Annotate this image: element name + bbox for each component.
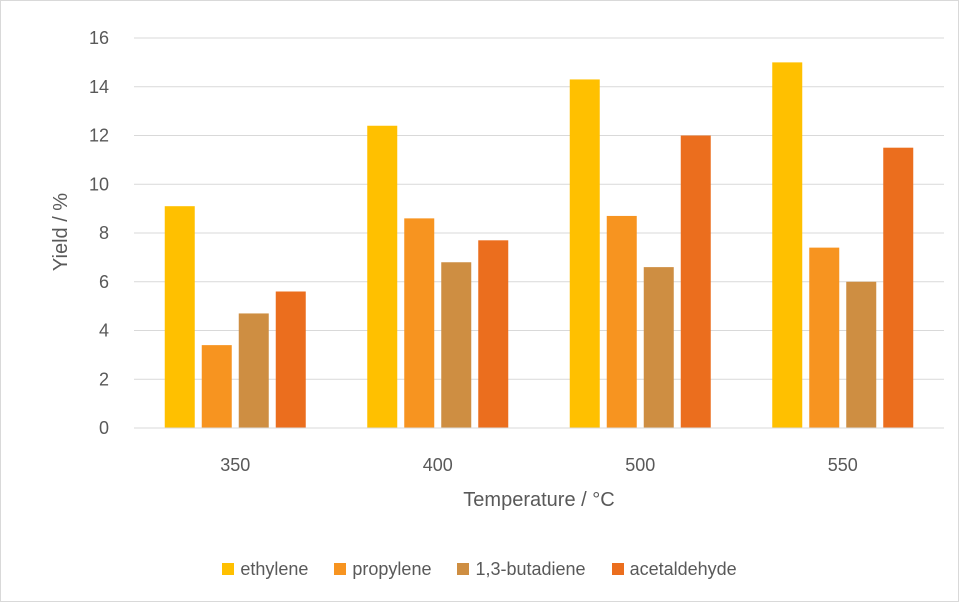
bar-acetaldehyde-550 <box>883 147 914 428</box>
y-tick-label: 14 <box>89 77 109 97</box>
bar-1-3-butadiene-400 <box>441 262 472 428</box>
bars <box>164 62 914 428</box>
bar-ethylene-400 <box>367 125 398 428</box>
legend-item: acetaldehyde <box>611 558 737 580</box>
legend-swatch <box>611 563 624 575</box>
x-tick-label: 500 <box>625 455 655 475</box>
bar-acetaldehyde-500 <box>680 135 711 428</box>
bar-acetaldehyde-350 <box>275 291 306 428</box>
y-tick-label: 10 <box>89 174 109 194</box>
bar-propylene-350 <box>201 345 232 428</box>
legend-item: 1,3-butadiene <box>457 558 586 580</box>
legend-label: ethylene <box>240 558 309 579</box>
y-tick-label: 12 <box>89 126 109 146</box>
y-axis-title: Yield / % <box>50 193 72 271</box>
legend-label: acetaldehyde <box>629 558 737 579</box>
bar-acetaldehyde-400 <box>478 240 509 428</box>
bar-1-3-butadiene-500 <box>643 267 674 428</box>
y-tick-label: 0 <box>99 418 109 438</box>
y-tick-label: 16 <box>89 28 109 48</box>
bar-ethylene-550 <box>772 62 803 428</box>
legend-item: propylene <box>334 559 431 580</box>
bar-1-3-butadiene-350 <box>238 313 269 428</box>
legend-swatch <box>457 563 470 575</box>
legend-swatch <box>334 563 347 575</box>
bar-propylene-550 <box>809 247 840 428</box>
x-tick-label: 550 <box>828 455 858 475</box>
legend-label: 1,3-butadiene <box>475 558 586 579</box>
gridlines <box>134 37 944 380</box>
x-axis-title: Temperature / °C <box>463 489 614 511</box>
legend-swatch <box>222 563 235 575</box>
y-tick-label: 4 <box>99 321 109 341</box>
x-tick-label: 400 <box>423 455 453 475</box>
y-axis-ticks: 0 2 4 6 8 10 12 14 16 <box>89 28 109 438</box>
bar-1-3-butadiene-550 <box>846 281 877 428</box>
legend-item: ethylene <box>222 559 308 580</box>
bar-ethylene-500 <box>569 79 600 428</box>
x-tick-label: 350 <box>220 455 250 475</box>
bar-propylene-400 <box>404 218 435 428</box>
bar-propylene-500 <box>606 215 637 428</box>
legend-label: propylene <box>352 558 432 579</box>
y-tick-label: 2 <box>99 369 109 389</box>
y-tick-label: 8 <box>99 223 109 243</box>
x-axis-ticks: 350 400 500 550 <box>220 455 858 475</box>
legend: ethylene propylene 1,3-butadiene acetaldehy… <box>0 555 959 583</box>
y-tick-label: 6 <box>99 272 109 292</box>
bar-ethylene-350 <box>164 206 195 428</box>
